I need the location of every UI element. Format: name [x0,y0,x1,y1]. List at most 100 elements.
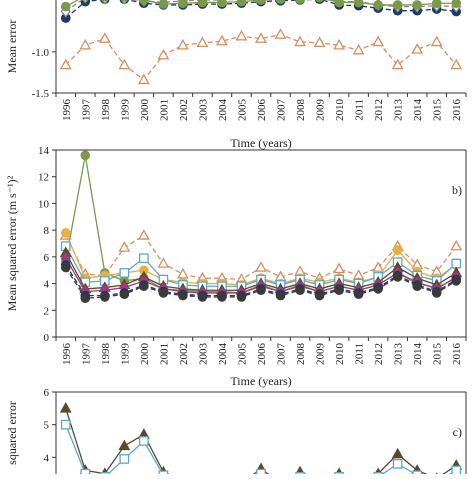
data-point [81,294,89,302]
x-tick-label: 2007 [276,99,288,122]
y-tick-label: 6 [44,252,50,264]
x-tick-label: 1996 [61,343,73,366]
series-group [61,30,461,84]
x-tick-label: 2000 [139,343,151,366]
data-point [393,460,401,468]
x-tick-label: 2008 [295,99,307,122]
y-tick-label: 10 [38,198,50,210]
x-axis-label: Time (years) [230,374,291,388]
data-point [81,151,89,159]
x-tick-label: 2015 [432,343,444,366]
y-axis-label: Mean squared error (m s⁻¹)² [5,175,19,311]
x-tick-label: 2003 [197,343,209,366]
y-axis-label: squared error [5,401,19,465]
x-tick-label: 2004 [217,99,229,122]
x-tick-label: 1999 [119,343,131,366]
data-point [374,1,382,9]
x-tick-label: 2012 [373,99,385,121]
data-point [393,449,403,458]
y-tick-label: 4 [44,452,50,464]
data-point [256,263,266,272]
data-point [452,0,460,7]
x-tick-label: 2016 [451,99,463,122]
data-point [61,60,71,69]
data-point [237,31,247,40]
data-point [62,2,70,10]
data-point [334,264,344,273]
x-tick-label: 1997 [80,343,92,366]
data-point [179,0,187,7]
x-tick-label: 1997 [80,99,92,122]
data-point [393,273,401,281]
data-point [62,420,70,428]
data-point [354,0,362,7]
data-point [159,289,167,297]
data-point [276,291,284,299]
data-point [257,469,265,474]
panel-label: c) [453,425,462,439]
data-point [374,285,382,293]
x-tick-label: 2009 [315,99,327,122]
data-point [139,230,149,239]
x-tick-label: 2016 [451,343,463,366]
x-tick-label: 2008 [295,343,307,366]
data-point [139,75,149,84]
data-point [296,0,304,3]
x-tick-label: 2013 [393,343,405,366]
data-point [159,50,169,59]
x-tick-label: 2007 [276,343,288,366]
y-tick-label: 12 [38,172,49,184]
x-tick-label: 2012 [373,343,385,365]
data-point [140,437,148,445]
data-point [257,0,265,4]
data-point [276,30,286,39]
data-point [335,286,343,294]
data-point [140,0,148,4]
x-tick-label: 1996 [61,99,73,122]
x-tick-label: 2000 [139,99,151,122]
data-point [257,286,265,294]
data-point [315,38,325,47]
x-tick-label: 2011 [354,343,366,365]
data-point [179,291,187,299]
y-tick-label: -1.0 [32,47,50,59]
data-point [354,45,364,54]
data-point [100,34,110,43]
y-axis-label: Mean error [5,20,19,74]
x-tick-label: 2010 [334,343,346,366]
data-point [218,0,226,7]
x-tick-label: 2005 [236,99,248,122]
data-point [159,259,169,268]
x-tick-label: 1999 [119,99,131,122]
x-tick-label: 2011 [354,99,366,121]
data-point [62,263,70,271]
data-point [237,0,245,6]
data-point [120,290,128,298]
y-tick-label: 6 [44,387,50,399]
data-point [61,403,71,412]
data-point [373,263,383,272]
data-point [140,254,148,262]
data-point [237,293,245,301]
y-tick-label: 4 [44,279,50,291]
data-point [178,269,188,278]
data-point [335,0,343,7]
panel-label: b) [452,183,462,197]
x-tick-label: 2006 [256,343,268,366]
data-point [433,0,441,7]
data-point [451,241,461,250]
x-tick-label: 2003 [197,99,209,122]
data-point [373,37,383,46]
x-tick-label: 1998 [100,99,112,122]
data-point [101,293,109,301]
data-point [452,466,460,474]
data-point [276,0,284,3]
x-tick-label: 2005 [236,343,248,366]
x-tick-label: 1998 [100,343,112,366]
data-point [120,441,130,450]
x-tick-label: 2006 [256,99,268,122]
data-point [393,1,401,9]
data-point [120,269,128,277]
